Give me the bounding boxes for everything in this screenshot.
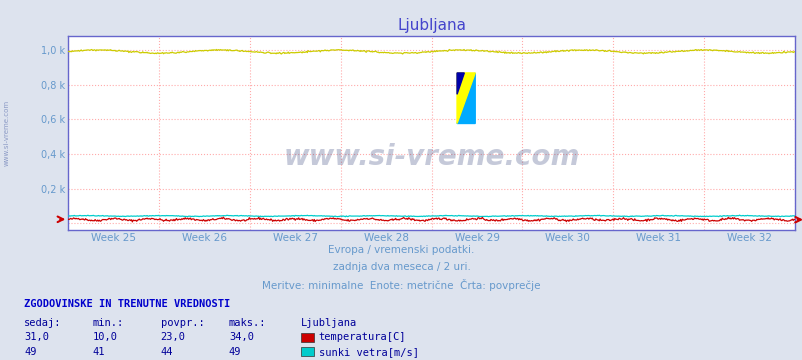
Text: 34,0: 34,0: [229, 332, 253, 342]
Polygon shape: [456, 73, 475, 123]
Polygon shape: [456, 73, 464, 94]
Title: Ljubljana: Ljubljana: [397, 18, 465, 33]
Text: Meritve: minimalne  Enote: metrične  Črta: povprečje: Meritve: minimalne Enote: metrične Črta:…: [262, 279, 540, 291]
Text: sedaj:: sedaj:: [24, 318, 62, 328]
Text: 23,0: 23,0: [160, 332, 185, 342]
Text: www.si-vreme.com: www.si-vreme.com: [283, 143, 579, 171]
Text: 44: 44: [160, 347, 173, 357]
Text: zadnja dva meseca / 2 uri.: zadnja dva meseca / 2 uri.: [332, 262, 470, 273]
Text: 41: 41: [92, 347, 105, 357]
Text: povpr.:: povpr.:: [160, 318, 204, 328]
Text: ZGODOVINSKE IN TRENUTNE VREDNOSTI: ZGODOVINSKE IN TRENUTNE VREDNOSTI: [24, 299, 230, 309]
Text: maks.:: maks.:: [229, 318, 266, 328]
Text: sunki vetra[m/s]: sunki vetra[m/s]: [318, 347, 419, 357]
Text: 49: 49: [229, 347, 241, 357]
Text: www.si-vreme.com: www.si-vreme.com: [3, 100, 10, 166]
Text: Ljubljana: Ljubljana: [301, 318, 357, 328]
Text: Evropa / vremenski podatki.: Evropa / vremenski podatki.: [328, 245, 474, 255]
Text: min.:: min.:: [92, 318, 124, 328]
Polygon shape: [456, 73, 475, 123]
Text: temperatura[C]: temperatura[C]: [318, 332, 406, 342]
Text: 31,0: 31,0: [24, 332, 49, 342]
Text: 10,0: 10,0: [92, 332, 117, 342]
Text: 49: 49: [24, 347, 37, 357]
